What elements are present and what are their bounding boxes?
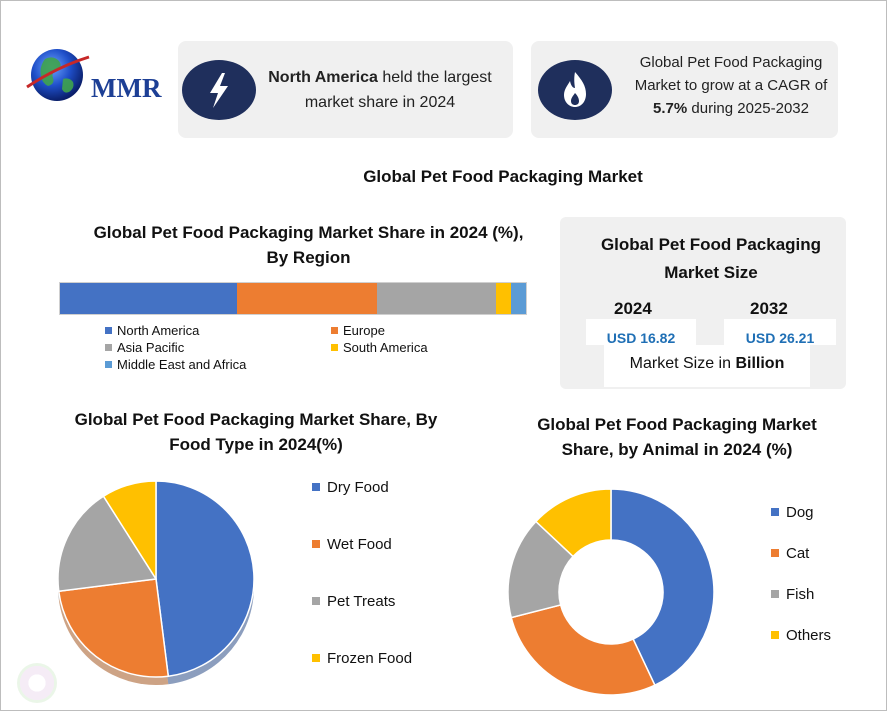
legend-swatch [312, 597, 320, 605]
legend-swatch [771, 631, 779, 639]
food-type-pie [57, 480, 255, 685]
legend-label: Middle East and Africa [117, 357, 247, 372]
legend-swatch [105, 361, 112, 368]
legend-label: Others [786, 627, 832, 644]
legend-swatch [105, 327, 112, 334]
bar-segment-south-america [495, 283, 512, 314]
north-america-text: North America held the largest market sh… [268, 69, 492, 111]
legend-item-europe: Europe [331, 322, 385, 339]
legend-label: Cat [786, 545, 810, 562]
year-2024: 2024 [614, 299, 652, 318]
legend-item-middle-east-and-africa: Middle East and Africa [105, 356, 246, 373]
corner-badge [17, 663, 57, 703]
legend-label: Asia Pacific [117, 340, 185, 355]
cagr-card: Global Pet Food Packaging Market to grow… [531, 41, 838, 138]
value-2024: USD 16.82 [586, 319, 696, 346]
main-title: Global Pet Food Packaging Market [363, 167, 643, 186]
market-size-card: Global Pet Food Packaging Market Size 20… [560, 217, 846, 389]
legend-item-pet-treats: Pet Treats [312, 593, 395, 610]
legend-label: Fish [786, 586, 815, 603]
legend-item-others: Others [771, 627, 831, 644]
legend-item-dry-food: Dry Food [312, 479, 389, 496]
bar-segment-north-america [60, 283, 238, 314]
legend-label: Dry Food [327, 479, 389, 496]
market-size-unit: Market Size in Billion [604, 345, 810, 387]
animal-chart-title: Global Pet Food Packaging Market Share, … [537, 415, 817, 459]
flame-icon [538, 60, 612, 120]
legend-swatch [771, 549, 779, 557]
food-type-chart-title: Global Pet Food Packaging Market Share, … [74, 410, 438, 454]
year-2032: 2032 [750, 299, 788, 318]
bar-segment-asia-pacific [376, 283, 496, 314]
legend-item-frozen-food: Frozen Food [312, 650, 412, 667]
slice-dry-food [155, 480, 255, 678]
legend-label: Europe [343, 323, 385, 338]
legend-label: South America [343, 340, 428, 355]
slice-cat [510, 604, 656, 696]
slice-frozen-food [102, 480, 157, 582]
legend-item-north-america: North America [105, 322, 199, 339]
slice-wet-food [57, 578, 170, 678]
legend-swatch [331, 327, 338, 334]
region-stacked-bar [59, 282, 527, 315]
legend-swatch [331, 344, 338, 351]
legend-label: Dog [786, 504, 814, 521]
legend-swatch [771, 590, 779, 598]
legend-swatch [312, 540, 320, 548]
legend-swatch [771, 508, 779, 516]
slice-others [534, 488, 612, 558]
legend-item-dog: Dog [771, 504, 814, 521]
legend-label: North America [117, 323, 200, 338]
bar-segment-middle-east-and-africa [511, 283, 526, 314]
slice-dog [610, 488, 715, 687]
legend-swatch [312, 654, 320, 662]
mmr-logo: MMR [23, 43, 163, 109]
legend-label: Pet Treats [327, 593, 396, 610]
legend-item-cat: Cat [771, 545, 809, 562]
legend-item-wet-food: Wet Food [312, 536, 392, 553]
region-chart-title: Global Pet Food Packaging Market Share i… [93, 223, 524, 267]
legend-swatch [105, 344, 112, 351]
legend-item-south-america: South America [331, 339, 428, 356]
north-america-card: North America held the largest market sh… [178, 41, 513, 138]
legend-label: Wet Food [327, 536, 392, 553]
market-size-title: Global Pet Food Packaging Market Size [600, 235, 822, 282]
slice-pet-treats [57, 495, 158, 593]
value-2032: USD 26.21 [724, 319, 836, 346]
globe-icon [26, 49, 90, 101]
legend-swatch [312, 483, 320, 491]
legend-label: Frozen Food [327, 650, 413, 667]
animal-donut [507, 488, 715, 696]
legend-item-fish: Fish [771, 586, 814, 603]
lightning-icon [182, 60, 256, 120]
bar-segment-europe [237, 283, 377, 314]
logo-text: MMR [91, 73, 162, 103]
legend-item-asia-pacific: Asia Pacific [105, 339, 184, 356]
cagr-text: Global Pet Food Packaging Market to grow… [634, 54, 828, 117]
